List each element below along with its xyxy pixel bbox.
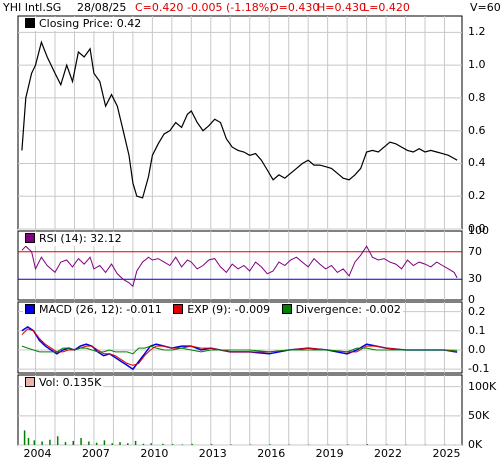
rsi-line (21, 245, 458, 288)
volume-bar (191, 443, 193, 445)
volume-bar (119, 442, 121, 445)
rsi-legend: RSI (14): 32.12 (23, 232, 124, 246)
y-tick-label: 0K (468, 438, 483, 451)
volume-bar (88, 441, 90, 445)
y-tick-label: 1.2 (468, 25, 486, 39)
y-tick-label: 70 (468, 244, 482, 258)
volume-bar (56, 436, 59, 445)
x-tick-label: 2019 (315, 447, 344, 460)
header-symbol: YHI Intl.SG (3, 1, 62, 14)
x-tick-label: 2016 (257, 447, 286, 460)
y-tick-label: 100K (468, 379, 497, 393)
y-tick-label: 1.0 (468, 58, 486, 72)
exp-line (21, 328, 458, 366)
exp-legend-text: EXP (9): -0.009 (187, 303, 271, 316)
y-tick-label: 0.1 (468, 323, 486, 337)
header-open: O=0.430 (270, 1, 320, 14)
volume-bar (347, 444, 349, 445)
y-tick-label: -0.1 (468, 362, 490, 376)
divergence-line (21, 345, 458, 355)
header-low: L=0.420 (363, 1, 410, 14)
price-swatch (25, 18, 35, 28)
price-legend-text: Closing Price: 0.42 (39, 17, 142, 30)
header-volume: V=60 (470, 1, 500, 14)
volume-bar (230, 444, 232, 445)
volume-bar (127, 443, 129, 445)
volume-bar (269, 444, 271, 445)
header-close: C=0.420 (135, 1, 184, 14)
y-tick-label: 0.0 (468, 342, 486, 356)
y-tick-label: 50K (468, 408, 490, 422)
rsi-swatch (25, 233, 35, 243)
volume-bar (64, 442, 67, 445)
rsi-legend-text: RSI (14): 32.12 (39, 232, 122, 245)
volume-bar (49, 439, 51, 445)
volume-bar (134, 440, 137, 445)
y-tick-label: 0.2 (468, 304, 486, 318)
volume-bar (41, 441, 43, 445)
volume-bar (95, 442, 98, 445)
price-line (21, 40, 458, 199)
x-tick-label: 2022 (374, 447, 403, 460)
y-tick-label: 0 (468, 293, 475, 306)
x-tick-label: 2025 (432, 447, 461, 460)
volume-bar (111, 443, 113, 445)
volume-legend: Vol: 0.135K (23, 376, 104, 390)
volume-bar (103, 440, 106, 445)
y-tick-label: 100 (468, 224, 489, 237)
volume-legend-text: Vol: 0.135K (39, 376, 102, 389)
y-tick-label: 0.6 (468, 123, 486, 137)
y-tick-label: 0.8 (468, 90, 486, 104)
divergence-legend-text: Divergence: -0.002 (295, 303, 401, 316)
volume-bar (171, 444, 174, 445)
header-date: 28/08/25 (77, 1, 127, 14)
exp-swatch (173, 304, 184, 314)
volume-bar (181, 444, 184, 445)
volume-bar (210, 444, 213, 445)
volume-bar (366, 444, 369, 445)
volume-bar (162, 443, 164, 445)
x-tick-label: 2013 (198, 447, 227, 460)
price-legend: Closing Price: 0.42 (23, 17, 144, 31)
panel-frame-0 (17, 15, 463, 230)
x-tick-label: 2010 (140, 447, 169, 460)
macd-swatch (25, 304, 35, 314)
volume-bar (288, 444, 291, 445)
x-tick-label: 2004 (23, 447, 52, 460)
y-tick-label: 0.4 (468, 156, 486, 170)
macd-legend-text: MACD (26, 12): -0.011 (39, 303, 162, 316)
volume-bar (33, 440, 36, 445)
volume-bar (23, 430, 26, 445)
volume-bar (142, 443, 145, 445)
x-tick-label: 2007 (81, 447, 110, 460)
divergence-swatch (281, 304, 292, 314)
y-tick-label: 30 (468, 272, 482, 286)
header-change: -0.005 (-1.18%) (187, 1, 274, 14)
y-tick-label: 0.2 (468, 189, 486, 203)
volume-bar (27, 438, 30, 445)
volume-bar (80, 438, 82, 445)
volume-swatch (25, 377, 35, 387)
volume-bar (150, 443, 152, 445)
header-high: H=0.430 (317, 1, 366, 14)
macd-legend: MACD (26, 12): -0.011 EXP (9): -0.009 Di… (23, 303, 403, 317)
volume-bar (72, 440, 75, 445)
y-tick-label: 0.0 (468, 222, 486, 235)
